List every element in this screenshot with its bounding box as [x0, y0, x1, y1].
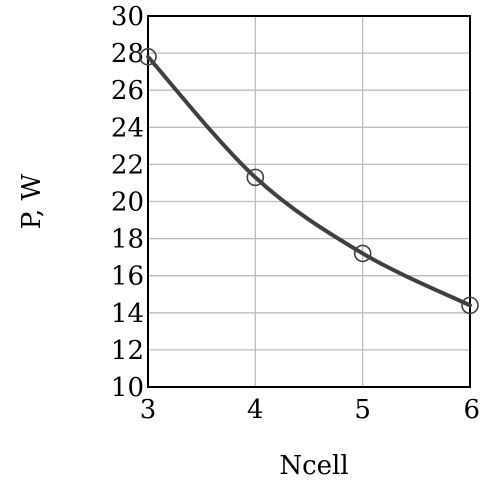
- y-tick-label: 30: [111, 2, 144, 32]
- y-tick-label: 14: [111, 299, 144, 329]
- x-tick-labels: 3 4 5 6: [140, 395, 480, 425]
- series-group: [139, 48, 479, 315]
- y-tick-label: 28: [111, 39, 144, 69]
- y-tick-label: 20: [111, 188, 144, 218]
- x-axis-label: Ncell: [279, 451, 348, 481]
- y-tick-label: 16: [111, 262, 144, 292]
- data-point-marker: [461, 296, 479, 315]
- y-tick-label: 12: [111, 336, 144, 366]
- y-tick-label: 22: [111, 150, 144, 180]
- grid-lines: [147, 15, 471, 388]
- x-tick-label: 6: [463, 395, 480, 425]
- y-tick-label: 26: [111, 76, 144, 106]
- y-tick-label: 18: [111, 225, 144, 255]
- y-tick-labels: 10 12 14 16 18 20 22 24 26 28 30: [111, 2, 144, 403]
- data-point-marker: [139, 48, 157, 66]
- series-line: [146, 54, 472, 308]
- x-tick-label: 5: [354, 395, 371, 425]
- plot-frame: [147, 15, 471, 388]
- data-point-marker: [353, 244, 372, 263]
- y-axis-label: P, W: [17, 173, 47, 229]
- x-tick-label: 3: [140, 395, 157, 425]
- y-tick-label: 24: [111, 113, 144, 143]
- y-tick-label: 10: [111, 373, 144, 403]
- x-tick-label: 4: [247, 395, 264, 425]
- data-point-marker: [246, 168, 265, 187]
